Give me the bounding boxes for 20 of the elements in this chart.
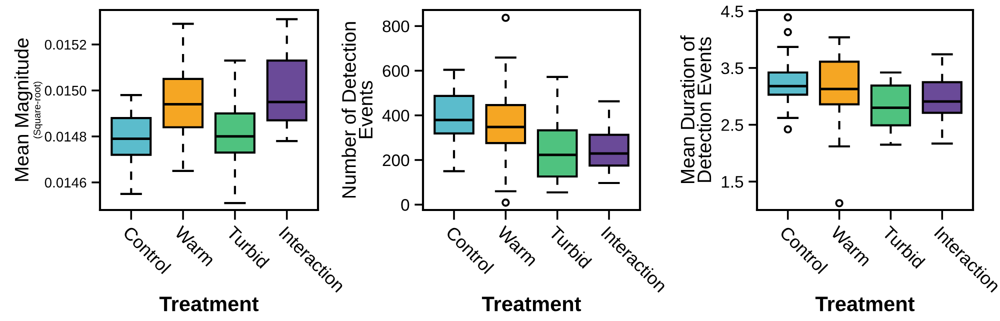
x-axis-title: Treatment [159, 296, 259, 312]
y-tick-label: 800 [382, 20, 410, 32]
y-tick-label: 0.0150 [44, 86, 86, 96]
text: (Square-root) [33, 82, 42, 138]
y-tick-label: 2.5 [721, 119, 744, 131]
y-tick-label: 1.5 [722, 176, 744, 188]
y-tick-label: 200 [382, 154, 410, 166]
y-tick-label: 0.0146 [44, 178, 86, 188]
y-tick-label: 0.0148 [44, 132, 86, 142]
y-tick-label: 0.0152 [44, 40, 86, 50]
x-axis-title: Treatment [815, 296, 915, 312]
x-axis-title: Treatment [482, 296, 582, 312]
y-axis-title: Mean Duration of Detection Events [680, 35, 712, 183]
y-tick-label: 4.5 [721, 6, 744, 18]
y-tick-label: 3.5 [721, 62, 744, 74]
y-tick-label: 0 [401, 199, 410, 211]
y-tick-label: 400 [382, 110, 410, 122]
y-axis-title: Number of Detection Events [342, 22, 373, 198]
y-tick-label: 600 [382, 65, 410, 77]
y-axis-title: Mean Magnitude [14, 38, 32, 181]
